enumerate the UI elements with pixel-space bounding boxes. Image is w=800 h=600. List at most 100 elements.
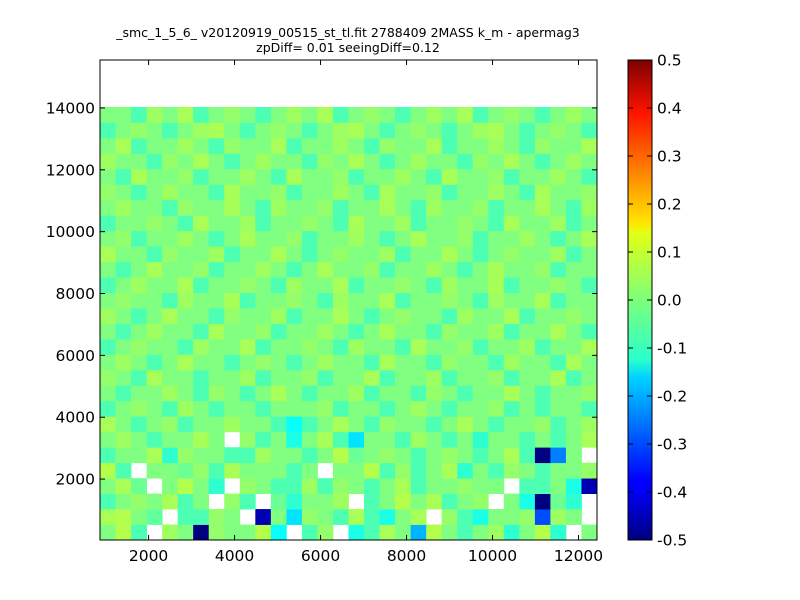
heatmap-cell <box>472 338 489 355</box>
heatmap-cell <box>286 323 303 340</box>
heatmap-cell <box>457 308 474 324</box>
heatmap-cell <box>426 447 443 464</box>
heatmap-cell <box>208 246 225 263</box>
heatmap-cell <box>364 199 380 216</box>
heatmap-cell <box>503 447 520 464</box>
heatmap-cell <box>410 168 427 185</box>
heatmap-cell <box>286 184 303 201</box>
heatmap-cell <box>301 277 318 293</box>
heatmap-cell <box>472 277 489 293</box>
heatmap-cell <box>208 153 225 170</box>
heatmap-cell <box>488 199 505 216</box>
heatmap-cell <box>426 246 443 263</box>
heatmap-cell <box>317 137 334 154</box>
heatmap-cell <box>395 122 412 139</box>
x-tick-label: 8000 <box>387 547 426 565</box>
heatmap-cell <box>224 277 241 293</box>
heatmap-cell <box>131 122 147 139</box>
heatmap-cell <box>301 400 318 417</box>
heatmap-cell <box>317 153 334 170</box>
heatmap-cell <box>441 400 458 417</box>
heatmap-cell <box>519 277 536 293</box>
heatmap-cell <box>286 107 303 123</box>
heatmap-cell <box>348 277 365 293</box>
heatmap-cell <box>224 493 241 510</box>
heatmap-cell <box>162 369 179 386</box>
heatmap-cell <box>100 292 116 309</box>
heatmap-cell <box>208 308 225 324</box>
heatmap-cell <box>255 308 272 324</box>
heatmap-cell <box>364 369 380 386</box>
heatmap-cell <box>395 354 412 371</box>
heatmap-cell <box>100 122 116 139</box>
heatmap-cell <box>332 292 349 309</box>
heatmap-cell <box>426 338 443 355</box>
heatmap-cell <box>255 122 272 139</box>
heatmap-cell <box>100 168 116 185</box>
heatmap-cell <box>131 416 147 433</box>
heatmap-cell <box>100 478 116 494</box>
heatmap-cell <box>379 478 396 494</box>
heatmap-cell <box>503 107 520 123</box>
heatmap-cell <box>426 323 443 340</box>
heatmap-cell <box>534 338 551 355</box>
heatmap-cell <box>519 184 536 201</box>
heatmap-cell <box>565 215 582 232</box>
colorbar-tick-label: 0.5 <box>657 52 682 70</box>
heatmap-cell <box>131 524 147 541</box>
heatmap-cell <box>146 215 163 232</box>
heatmap-cell <box>364 230 380 247</box>
heatmap-cell <box>239 385 256 402</box>
heatmap-cell <box>177 493 194 510</box>
chart-subtitle: zpDiff= 0.01 seeingDiff=0.12 <box>256 40 440 55</box>
heatmap-cell <box>317 524 334 541</box>
heatmap-cell <box>239 292 256 309</box>
heatmap-cell <box>301 338 318 355</box>
heatmap-cell <box>488 478 505 494</box>
heatmap-cell <box>270 308 287 324</box>
plot-area: 2000 4000 6000 8000 10000 12000 2000 4000 6000 8… <box>46 59 603 565</box>
heatmap-cell <box>364 308 380 324</box>
heatmap-cell <box>565 462 582 479</box>
heatmap-cell <box>131 168 147 185</box>
heatmap-cell <box>177 184 194 201</box>
heatmap-cell <box>239 261 256 278</box>
heatmap-cell <box>286 338 303 355</box>
heatmap-cell <box>162 431 179 448</box>
heatmap-cell <box>317 184 334 201</box>
heatmap-cell <box>550 323 567 340</box>
heatmap-cell <box>193 308 210 324</box>
heatmap-cell <box>317 493 334 510</box>
y-tick-label: 8000 <box>56 285 95 303</box>
heatmap-cell <box>270 292 287 309</box>
heatmap-cell <box>100 462 116 479</box>
heatmap-cell <box>395 385 412 402</box>
heatmap-cell <box>115 137 132 154</box>
heatmap-cell <box>270 261 287 278</box>
heatmap-cell <box>503 199 520 216</box>
heatmap-cell <box>208 323 225 340</box>
heatmap-cell <box>146 153 163 170</box>
heatmap-cell <box>503 230 520 247</box>
heatmap-cell <box>364 493 380 510</box>
heatmap-cell <box>224 292 241 309</box>
heatmap-cell <box>270 447 287 464</box>
heatmap-cell <box>472 261 489 278</box>
heatmap-cell <box>534 215 551 232</box>
heatmap-cell <box>395 184 412 201</box>
heatmap-cell <box>115 323 132 340</box>
heatmap-cell <box>162 354 179 371</box>
heatmap-cell <box>395 308 412 324</box>
heatmap-cell <box>457 246 474 263</box>
heatmap-cell <box>364 153 380 170</box>
heatmap-cell <box>208 400 225 417</box>
heatmap-cell <box>472 478 489 494</box>
heatmap-cell <box>581 230 598 247</box>
heatmap-cell <box>395 462 412 479</box>
heatmap-cell <box>441 261 458 278</box>
heatmap-cell <box>317 447 334 464</box>
heatmap-cell <box>550 338 567 355</box>
heatmap-cell <box>270 246 287 263</box>
heatmap-cell <box>146 323 163 340</box>
heatmap-cell <box>131 308 147 324</box>
